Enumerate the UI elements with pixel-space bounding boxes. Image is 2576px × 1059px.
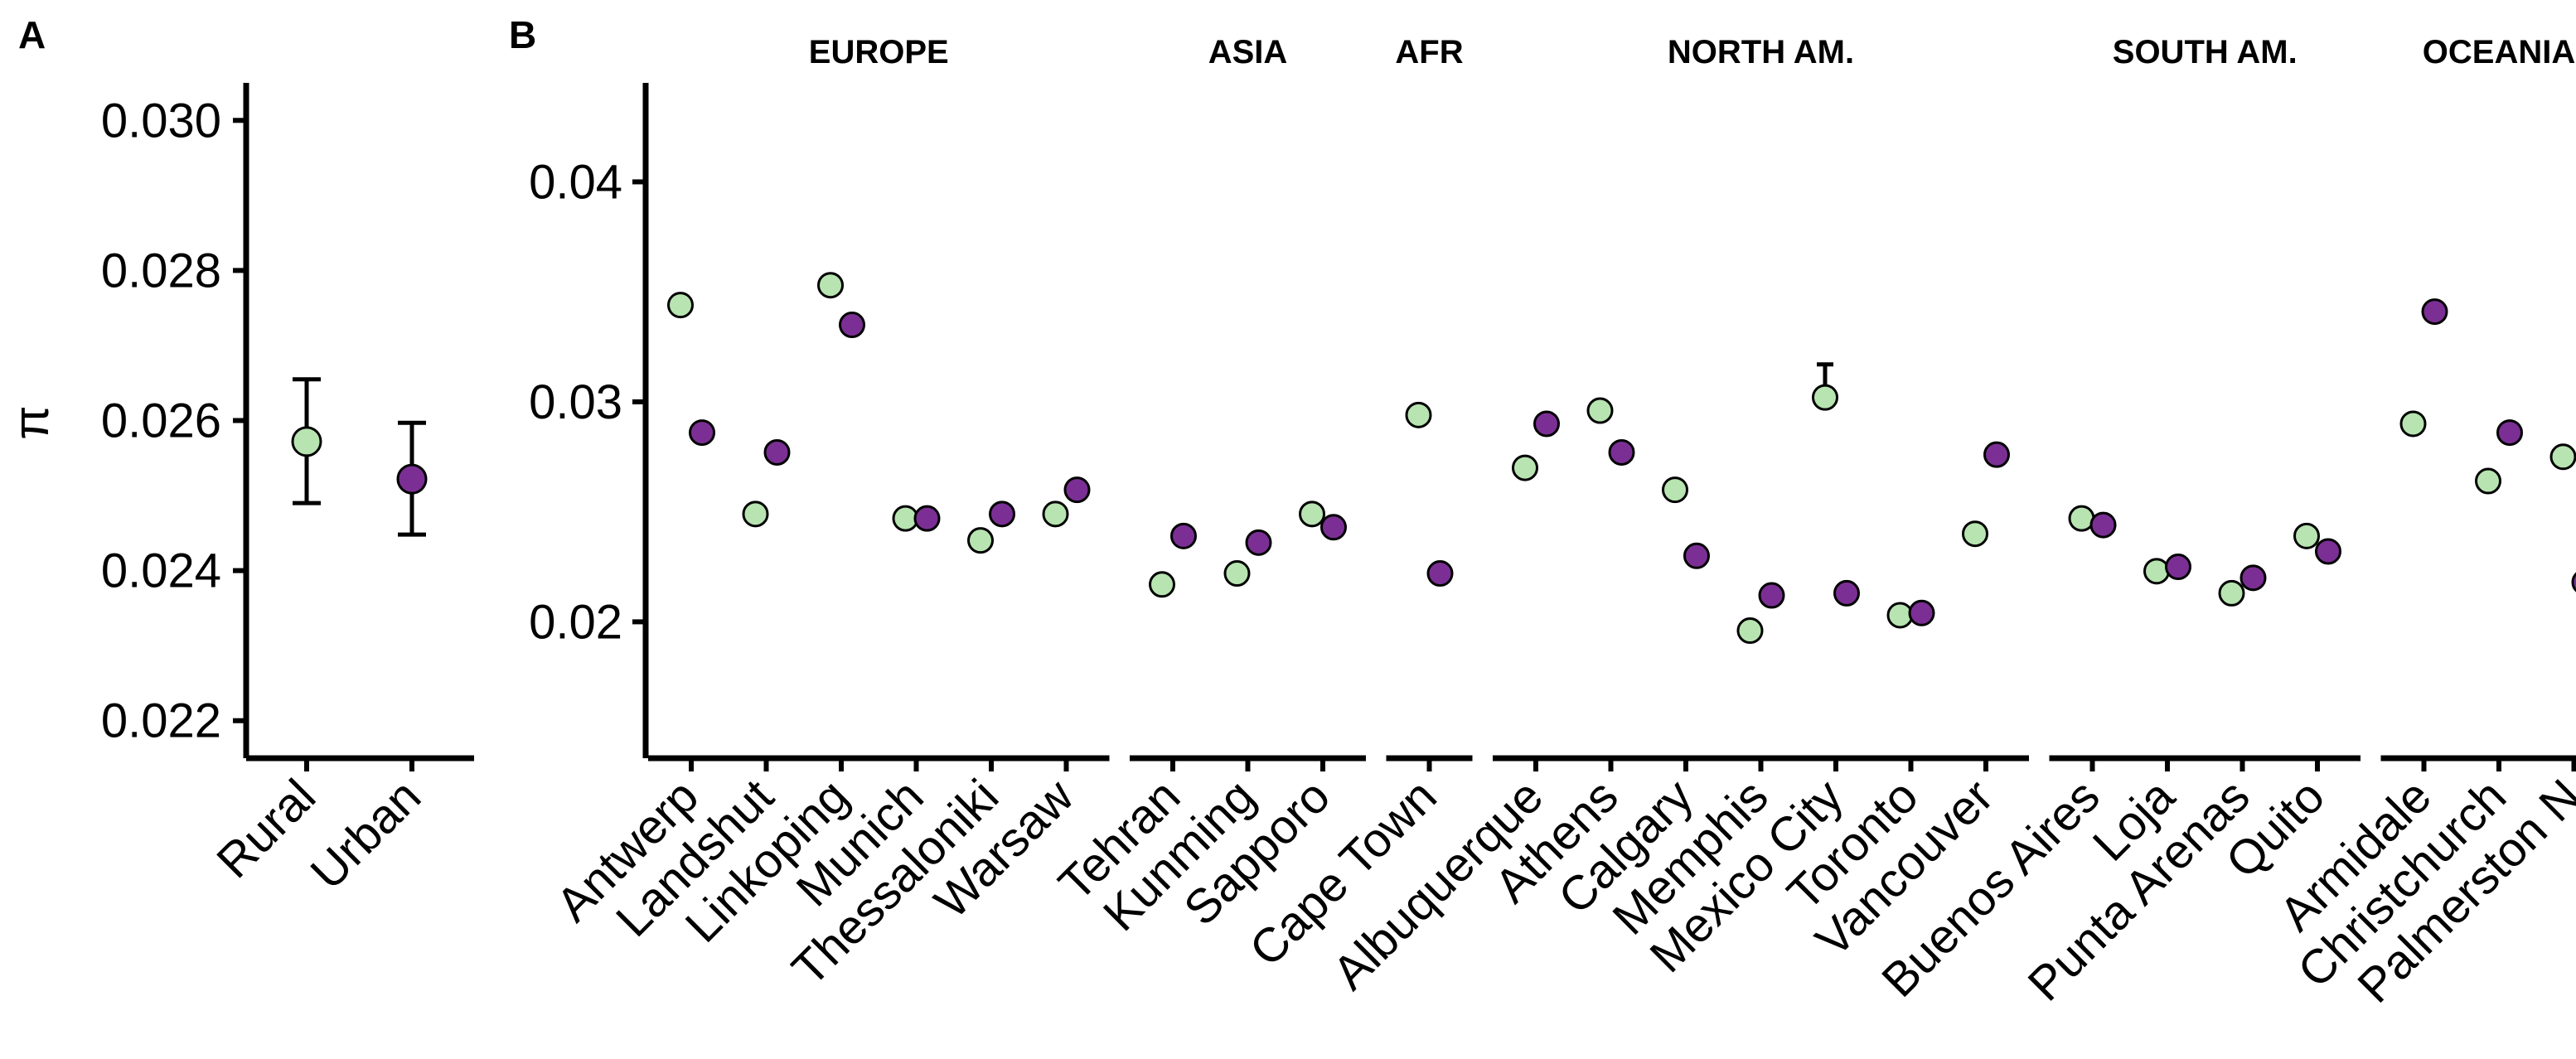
point-urban-palmerston-n: [2571, 572, 2576, 592]
y-tick-label-0-024: 0.024: [101, 544, 221, 598]
y-tick-label-0-028: 0.028: [101, 244, 221, 297]
point-rural-mexico-city: [1812, 384, 1838, 411]
point-urban-landshut: [763, 438, 791, 466]
point-rural-memphis: [1736, 617, 1764, 645]
panel-a-y-axis-label: π: [3, 405, 59, 439]
point-rural-cape-town: [1405, 401, 1432, 428]
panel-b-label: B: [509, 13, 536, 56]
point-rural-landshut: [742, 500, 769, 528]
panel-a-y-ticks: 0.022 0.024 0.026 0.028 0.030: [101, 94, 246, 748]
point-urban-thessaloniki: [989, 500, 1015, 528]
point-urban-memphis: [1758, 582, 1785, 609]
point-urban-quito: [2315, 538, 2341, 565]
point-rural-quito: [2293, 522, 2320, 549]
region-label-oceania: OCEANIA: [2423, 34, 2575, 70]
point-rural-punta-arenas: [2218, 579, 2245, 607]
panel-b: B 0.02 0.03 0.04 EUROPE ASIA AFR NORTH AM. SOU…: [509, 13, 2576, 1013]
point-rural-christchurch: [2475, 467, 2501, 495]
point-rural-linkoping: [817, 272, 844, 299]
point-urban-calgary: [1683, 542, 1710, 569]
point-rural-vancouver: [1962, 520, 1988, 548]
point-rural-sapporo: [1299, 500, 1325, 528]
point-rural-antwerp: [667, 292, 694, 319]
region-label-asia: ASIA: [1208, 34, 1288, 70]
panel-b-x-ticks: AntwerpLandshutLinkopingMunichThessaloni…: [546, 758, 2576, 1013]
point-urban-linkoping: [839, 312, 865, 339]
point-rural-warsaw: [1042, 500, 1069, 528]
panel-a-axes: [243, 83, 474, 762]
point-urban-cape-town: [1426, 560, 1454, 588]
point-urban-antwerp: [689, 419, 715, 447]
point-rural-kunming: [1223, 560, 1251, 588]
panel-b-points: [667, 272, 2576, 645]
panel-a-label: A: [18, 13, 46, 56]
y-tick-label-0-022: 0.022: [101, 694, 221, 748]
point-rural-tehran: [1149, 571, 1175, 598]
point-urban-mexico-city: [1833, 579, 1860, 607]
point-urban-munich: [913, 505, 941, 532]
x-tick-label-urban: Urban: [301, 769, 432, 900]
point-urban-sapporo: [1320, 514, 1347, 541]
y-tick-label-0-03: 0.03: [529, 375, 622, 429]
point-urban-tehran: [1170, 522, 1197, 549]
point-urban-armidale: [2421, 298, 2448, 326]
point-urban-warsaw: [1063, 476, 1091, 504]
region-label-afr: AFR: [1395, 34, 1463, 70]
point-urban-buenos-aires: [2089, 511, 2117, 539]
point-rural-athens: [1586, 397, 1614, 424]
point-rural-armidale: [2399, 410, 2427, 438]
point-rural-buenos-aires: [2068, 505, 2095, 532]
y-tick-label-0-04: 0.04: [529, 155, 622, 209]
point-urban-kunming: [1245, 529, 1272, 556]
point-urban-athens: [1608, 438, 1635, 466]
region-label-south-am: SOUTH AM.: [2113, 34, 2298, 70]
panel-b-y-ticks: 0.02 0.03 0.04: [529, 155, 646, 649]
point-urban-punta-arenas: [2239, 564, 2267, 592]
point-urban: [396, 463, 428, 495]
point-rural-toronto: [1886, 602, 1914, 629]
panel-a-points: [291, 377, 428, 537]
point-urban-albuquerque: [1533, 410, 1560, 438]
point-rural-thessaloniki: [967, 527, 994, 554]
point-rural-palmerston-n: [2549, 443, 2576, 471]
point-rural-albuquerque: [1512, 454, 1538, 481]
point-urban-vancouver: [1983, 441, 2010, 468]
y-tick-label-0-026: 0.026: [101, 394, 221, 448]
region-label-europe: EUROPE: [809, 34, 949, 70]
point-urban-christchurch: [2496, 419, 2523, 447]
x-tick-label-rural: Rural: [206, 769, 326, 888]
region-label-north-am: NORTH AM.: [1668, 34, 1854, 70]
panel-b-regions: EUROPE ASIA AFR NORTH AM. SOUTH AM. OCEANIA: [648, 34, 2576, 762]
point-rural-loja: [2143, 558, 2170, 585]
point-urban-toronto: [1908, 599, 1935, 626]
point-rural-calgary: [1662, 476, 1688, 504]
point-rural: [291, 426, 322, 457]
point-urban-loja: [2165, 554, 2191, 581]
y-tick-label-0-030: 0.030: [101, 94, 221, 147]
y-tick-label-0-02: 0.02: [529, 595, 622, 649]
